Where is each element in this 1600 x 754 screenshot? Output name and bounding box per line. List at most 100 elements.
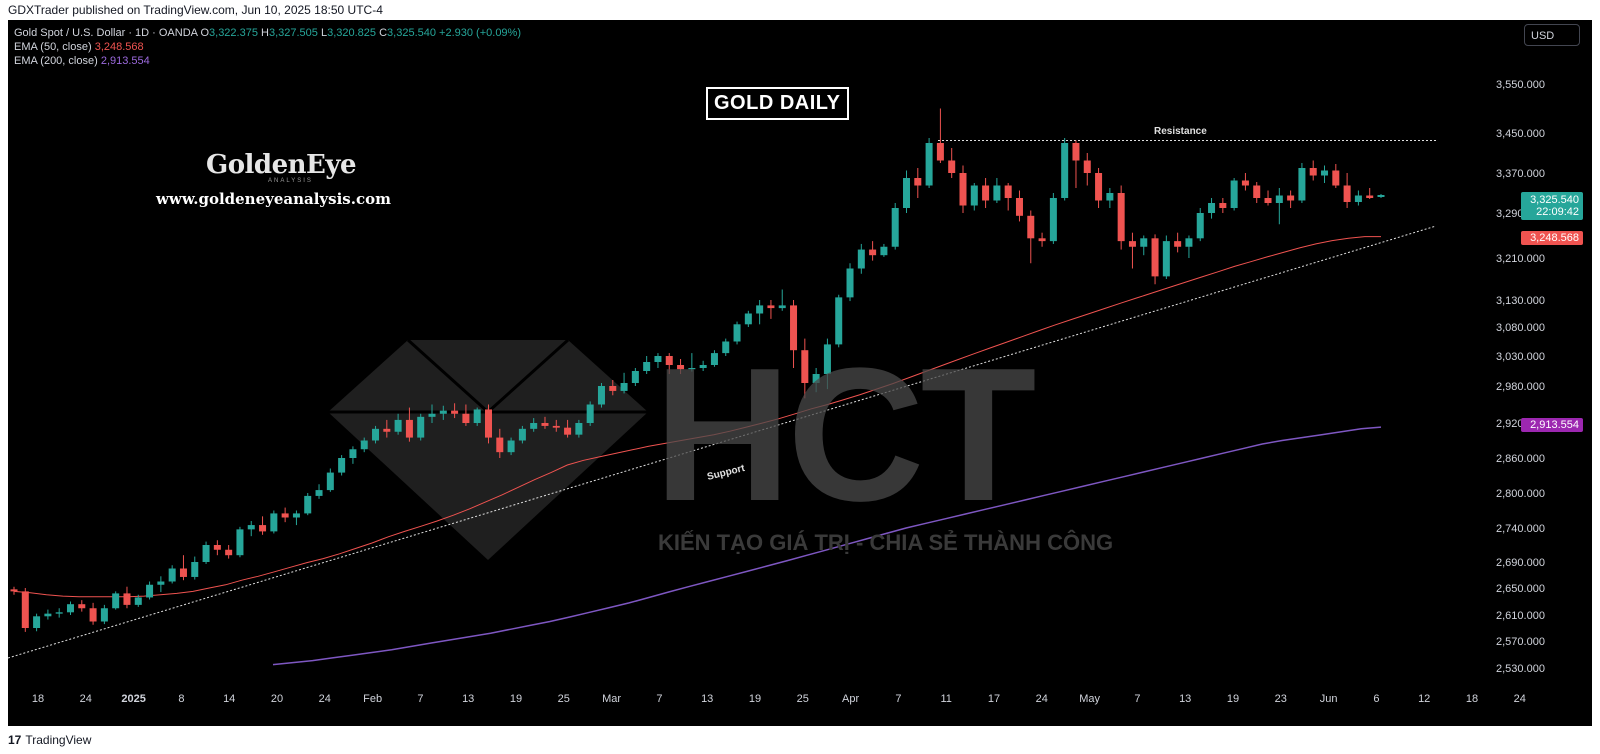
y-tick-label: 3,030.000 — [1496, 351, 1545, 363]
candle-body — [597, 386, 605, 405]
chart-frame[interactable]: 3,550.0003,450.0003,370.0003,290.0003,21… — [8, 20, 1592, 726]
candle-body — [507, 440, 515, 453]
y-axis: 3,550.0003,450.0003,370.0003,290.0003,21… — [1496, 79, 1545, 675]
candle — [1321, 165, 1329, 183]
candle-body — [439, 410, 447, 414]
y-tick-label: 2,690.000 — [1496, 557, 1545, 569]
candle-body — [1241, 180, 1249, 186]
candle-body — [383, 428, 391, 432]
candle-body — [586, 404, 594, 423]
close-price-badge: 3,325.540 22:09:42 — [1521, 192, 1583, 220]
candle — [270, 510, 278, 534]
candle — [473, 407, 481, 426]
candle — [1275, 188, 1283, 225]
candle — [157, 576, 165, 593]
candle — [1309, 160, 1317, 181]
x-tick-label: 19 — [749, 693, 761, 705]
candle-body — [1072, 143, 1080, 161]
candle — [1004, 183, 1012, 211]
candle — [643, 356, 651, 374]
candle-body — [1354, 195, 1362, 202]
candle — [903, 170, 911, 213]
candle-body — [1185, 238, 1193, 247]
candle — [1298, 163, 1306, 203]
candle-body — [1140, 238, 1148, 247]
candle — [55, 608, 63, 618]
candle-body — [315, 490, 323, 496]
candle-body — [1298, 168, 1306, 201]
candle-body — [496, 437, 504, 453]
candle — [1083, 153, 1091, 186]
candle-body — [157, 581, 165, 585]
candle-body — [179, 568, 187, 577]
candle-body — [733, 324, 741, 342]
candle — [100, 604, 108, 625]
y-tick-label: 3,450.000 — [1496, 128, 1545, 140]
candle-body — [236, 529, 244, 556]
candle-body — [1027, 215, 1035, 239]
candle-body — [100, 608, 108, 622]
candle-body — [1061, 143, 1069, 198]
candle-body — [959, 173, 967, 206]
candle-body — [835, 297, 843, 345]
chart-svg[interactable]: 3,550.0003,450.0003,370.0003,290.0003,21… — [8, 20, 1592, 726]
candle — [1366, 188, 1374, 199]
candle — [1343, 173, 1351, 208]
candle — [1196, 208, 1204, 242]
candle — [394, 413, 402, 435]
candle-body — [1174, 241, 1182, 247]
candle — [507, 437, 515, 456]
x-tick-label: 25 — [797, 693, 809, 705]
candle — [1049, 193, 1057, 244]
candle-body — [1219, 203, 1227, 208]
candle-body — [812, 374, 820, 383]
candle — [541, 416, 549, 429]
candle-body — [78, 604, 86, 609]
x-tick-label: Mar — [602, 693, 621, 705]
candle-body — [1106, 193, 1114, 201]
candle-body — [970, 185, 978, 206]
candle-body — [1015, 198, 1023, 216]
candle-body — [112, 593, 120, 609]
x-tick-label: 17 — [988, 693, 1000, 705]
legend-low-label: L — [320, 27, 328, 39]
ema200-price-badge: 2,913.554 — [1521, 418, 1583, 432]
x-tick-label: 19 — [1227, 693, 1239, 705]
y-tick-label: 3,080.000 — [1496, 322, 1545, 334]
ema200-line — [272, 426, 1382, 666]
candles — [10, 108, 1385, 632]
x-tick-label: 13 — [1179, 693, 1191, 705]
candle-body — [146, 584, 154, 598]
candle-body — [1366, 195, 1374, 198]
candle — [835, 294, 843, 348]
candle-body — [326, 472, 334, 491]
candle — [1332, 164, 1340, 188]
y-tick-label: 3,210.000 — [1496, 253, 1545, 265]
candle — [654, 353, 662, 368]
x-tick-label: 18 — [1466, 693, 1478, 705]
candle-body — [891, 208, 899, 247]
candle-body — [631, 371, 639, 383]
candle-body — [21, 591, 29, 628]
candle — [823, 338, 831, 390]
candle-body — [857, 249, 865, 269]
tradingview-footer[interactable]: 17 TradingView — [8, 733, 91, 747]
candle-body — [1287, 195, 1295, 201]
candle-body — [281, 513, 289, 518]
candle — [202, 541, 210, 564]
close-price-value: 3,325.540 — [1530, 194, 1579, 206]
y-tick-label: 2,800.000 — [1496, 488, 1545, 500]
candle-body — [1230, 180, 1238, 208]
candle-body — [1038, 238, 1046, 242]
candle — [1027, 210, 1035, 264]
candle-body — [993, 185, 1001, 201]
candle — [1377, 194, 1385, 198]
candle-body — [270, 513, 278, 532]
candle-body — [790, 305, 798, 351]
candle-body — [394, 419, 402, 432]
candle-body — [1162, 241, 1170, 277]
candle-body — [936, 143, 944, 161]
candle-body — [1196, 213, 1204, 239]
currency-selector[interactable]: USD — [1524, 24, 1580, 46]
candle — [496, 428, 504, 458]
